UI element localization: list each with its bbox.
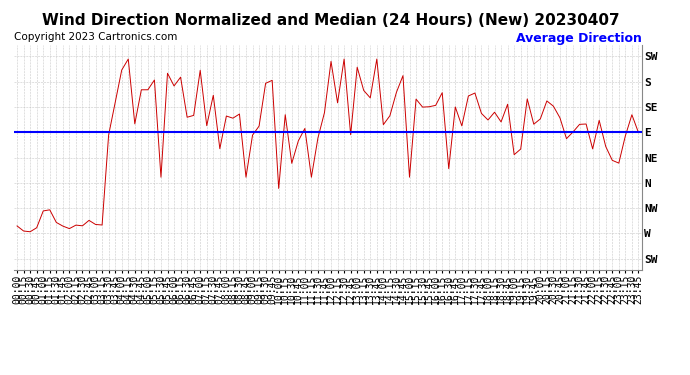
Text: Copyright 2023 Cartronics.com: Copyright 2023 Cartronics.com [14, 32, 177, 42]
Text: Wind Direction Normalized and Median (24 Hours) (New) 20230407: Wind Direction Normalized and Median (24… [42, 13, 620, 28]
Text: Average Direction: Average Direction [516, 32, 642, 45]
